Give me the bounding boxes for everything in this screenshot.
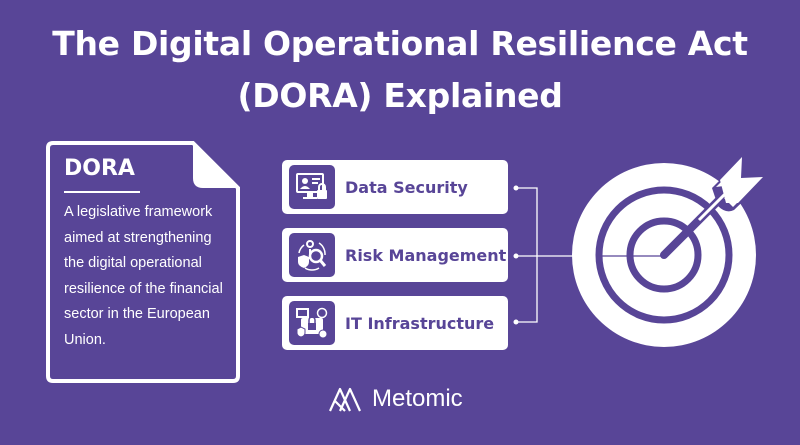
metomic-logo-icon	[328, 387, 362, 412]
connector-dot	[513, 185, 519, 191]
infrastructure-icon	[289, 301, 335, 345]
pillar-label: Risk Management	[345, 245, 507, 265]
pillar-it-infrastructure: IT Infrastructure	[282, 296, 508, 350]
page-title: The Digital Operational Resilience Act (…	[52, 24, 748, 115]
document-icon	[46, 141, 240, 383]
connector-dot	[513, 253, 519, 259]
divider	[64, 191, 140, 193]
target-arrow-icon	[572, 157, 764, 347]
definition-card: DORA A legislative framework aimed at st…	[45, 140, 241, 384]
connector-dot	[513, 319, 519, 325]
risk-magnifier-icon	[289, 233, 335, 277]
definition-heading: DORA	[64, 156, 135, 181]
brand-name: Metomic	[372, 385, 463, 412]
definition-text: A legislative framework aimed at strengt…	[64, 204, 223, 348]
pillar-label: Data Security	[345, 177, 468, 197]
computer-lock-icon	[289, 165, 335, 209]
brand-logo: Metomic	[328, 385, 463, 413]
pillar-risk-management: Risk Management	[282, 228, 508, 282]
pillar-data-security: Data Security	[282, 160, 508, 214]
pillar-label: IT Infrastructure	[345, 313, 495, 333]
